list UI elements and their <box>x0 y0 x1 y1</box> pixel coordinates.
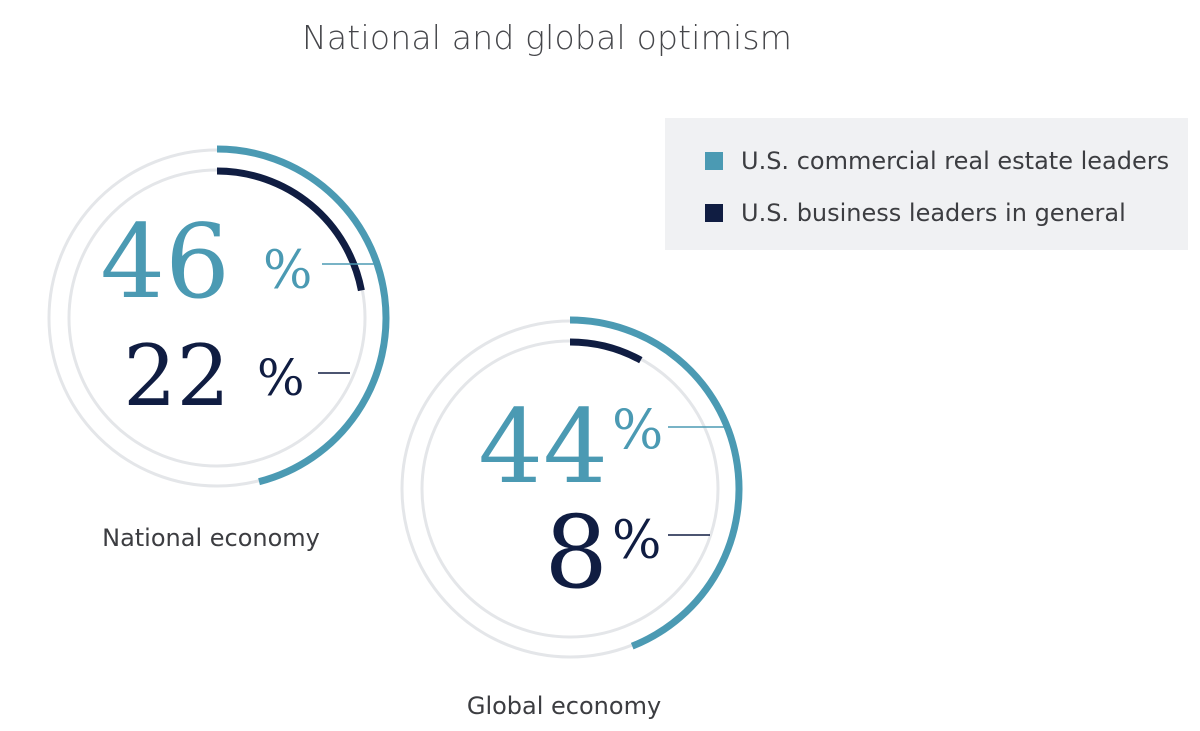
national-value-business: 22 <box>123 327 230 425</box>
legend-label-cre: U.S. commercial real estate leaders <box>741 147 1170 175</box>
legend-label-business: U.S. business leaders in general <box>741 199 1126 227</box>
national-value-cre: 46 <box>100 203 230 322</box>
global-value-cre: 44 <box>478 388 608 507</box>
legend-swatch-cre <box>705 152 723 170</box>
national-unit-cre: % <box>263 241 312 301</box>
global-value-business: 8 <box>544 494 608 611</box>
global-arc-business <box>569 338 643 364</box>
chart-title: National and global optimism <box>302 18 793 57</box>
legend-swatch-business <box>705 204 723 222</box>
global-unit-business: % <box>612 511 661 571</box>
global-category-label: Global economy <box>467 692 661 720</box>
national-category-label: National economy <box>102 524 320 552</box>
legend-item-business: U.S. business leaders in general <box>705 198 1126 228</box>
national-arc-cre <box>216 145 390 486</box>
legend: U.S. commercial real estate leaders U.S.… <box>665 118 1188 250</box>
global-unit-cre: % <box>612 398 663 461</box>
global-arc-cre <box>569 316 743 650</box>
legend-item-cre: U.S. commercial real estate leaders <box>705 146 1169 176</box>
national-unit-business: % <box>257 349 305 407</box>
